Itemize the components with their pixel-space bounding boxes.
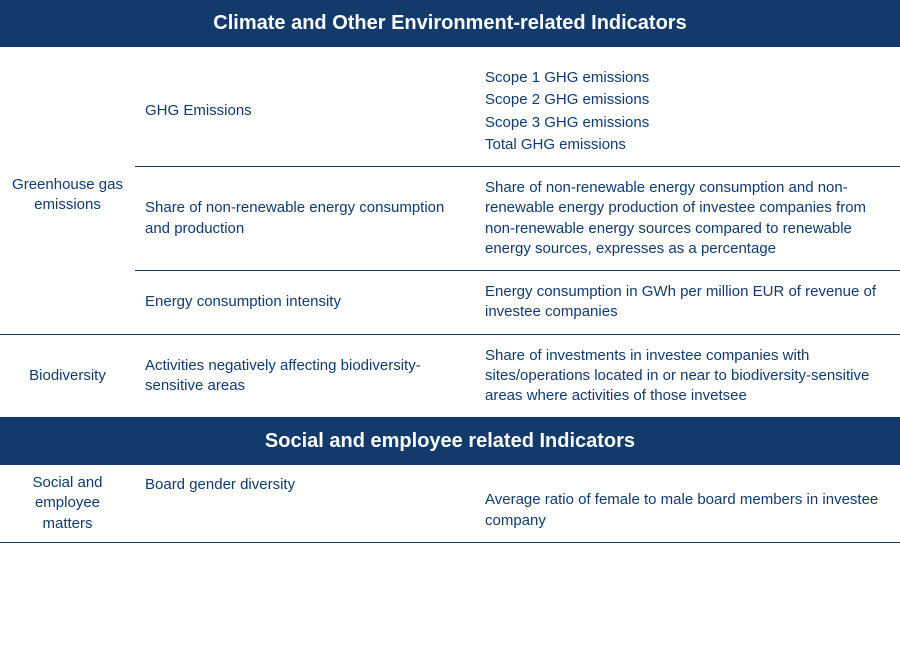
indicator-cell: Energy consumption intensity bbox=[135, 271, 475, 335]
category-cell: Biodiversity bbox=[0, 334, 135, 418]
detail-cell: Average ratio of female to male board me… bbox=[475, 465, 900, 542]
category-cell: Social and employee matters bbox=[0, 465, 135, 542]
indicator-table-social: Social and employee matters Board gender… bbox=[0, 465, 900, 543]
detail-cell: Share of investments in investee compani… bbox=[475, 334, 900, 418]
table-row: Share of non-renewable energy consumptio… bbox=[0, 167, 900, 271]
indicator-cell: Board gender diversity bbox=[135, 465, 475, 542]
table-row: Biodiversity Activities negatively affec… bbox=[0, 334, 900, 418]
detail-line: Scope 3 GHG emissions bbox=[485, 112, 890, 134]
detail-line: Total GHG emissions bbox=[485, 134, 890, 156]
detail-line: Scope 1 GHG emissions bbox=[485, 67, 890, 89]
detail-cell: Scope 1 GHG emissions Scope 2 GHG emissi… bbox=[475, 57, 900, 167]
section-header-social: Social and employee related Indicators bbox=[0, 418, 900, 465]
table-row: Energy consumption intensity Energy cons… bbox=[0, 271, 900, 335]
detail-line: Scope 2 GHG emissions bbox=[485, 89, 890, 111]
indicator-cell: GHG Emissions bbox=[135, 57, 475, 167]
detail-line: Average ratio of female to male board me… bbox=[485, 489, 890, 532]
detail-cell: Energy consumption in GWh per million EU… bbox=[475, 271, 900, 335]
table-row: Social and employee matters Board gender… bbox=[0, 465, 900, 542]
page-root: Climate and Other Environment-related In… bbox=[0, 0, 900, 543]
category-cell: Greenhouse gas emissions bbox=[0, 57, 135, 334]
detail-line: Share of investments in investee compani… bbox=[485, 345, 890, 408]
detail-line: Energy consumption in GWh per million EU… bbox=[485, 281, 890, 324]
indicator-table-climate: Greenhouse gas emissions GHG Emissions S… bbox=[0, 47, 900, 418]
table-row: Greenhouse gas emissions GHG Emissions S… bbox=[0, 57, 900, 167]
detail-line: Share of non-renewable energy consumptio… bbox=[485, 177, 890, 260]
indicator-cell: Share of non-renewable energy consumptio… bbox=[135, 167, 475, 271]
indicator-cell: Activities negatively affecting biodiver… bbox=[135, 334, 475, 418]
detail-cell: Share of non-renewable energy consumptio… bbox=[475, 167, 900, 271]
section-header-climate: Climate and Other Environment-related In… bbox=[0, 0, 900, 47]
